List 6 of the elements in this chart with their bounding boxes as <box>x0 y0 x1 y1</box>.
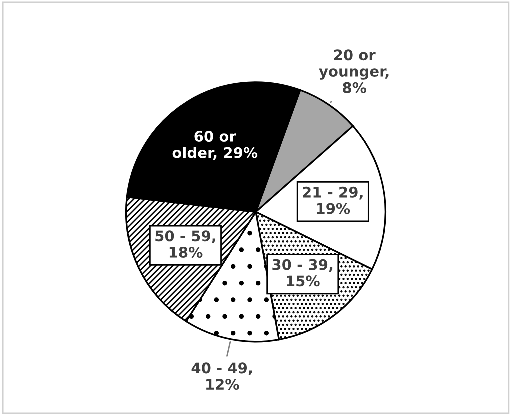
slice-label: 60 or older, 29% <box>172 130 258 160</box>
slice-label: 21 - 29, 19% <box>303 186 363 214</box>
slice-label: 20 or younger, 8% <box>319 50 389 94</box>
slice-label: 50 - 59, 18% <box>156 230 216 258</box>
slice-label: 40 - 49, 12% <box>192 362 252 390</box>
slice-label: 30 - 39, 15% <box>272 259 333 287</box>
